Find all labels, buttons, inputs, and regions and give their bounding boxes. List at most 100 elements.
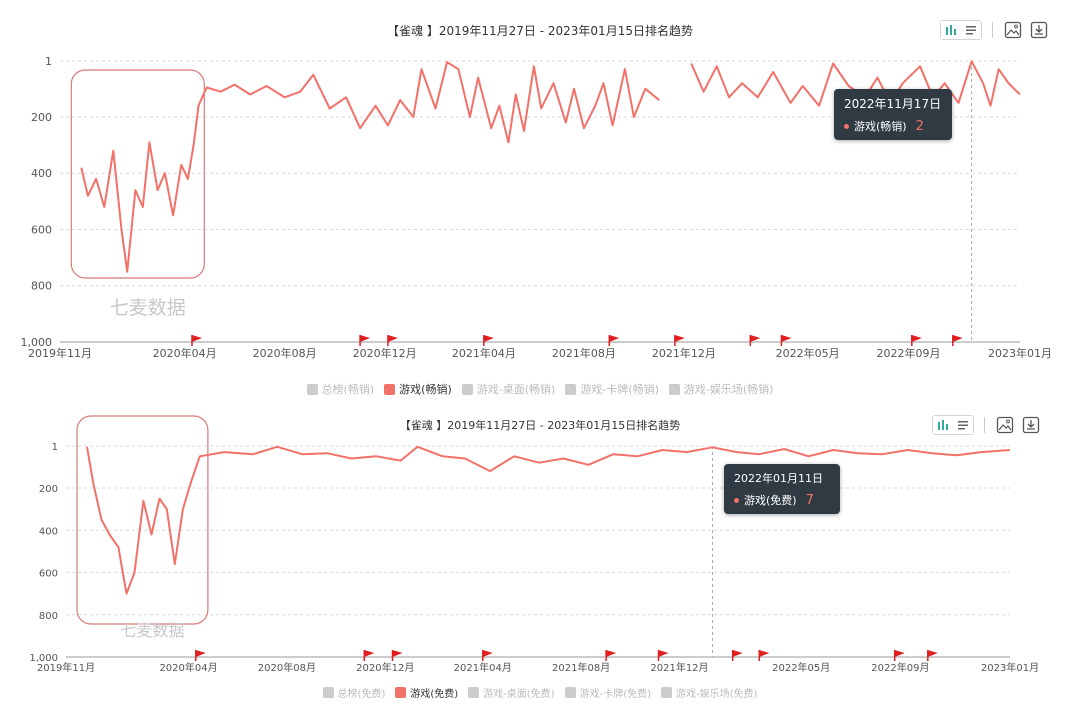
legend-item[interactable]: 总榜(免费) xyxy=(322,685,386,700)
chart-toolbar xyxy=(940,20,1049,40)
x-tick-label: 2022年09月 xyxy=(877,346,941,360)
legend-label: 游戏-桌面(免费) xyxy=(483,689,555,700)
legend-item[interactable]: 游戏-卡牌(畅销) xyxy=(565,381,659,397)
x-tick-label: 2020年12月 xyxy=(356,661,414,674)
y-tick-label: 400 xyxy=(31,167,52,180)
legend-swatch xyxy=(461,383,473,395)
chart-tooltip: 2022年01月11日 游戏(免费) 7 xyxy=(724,464,840,514)
legend-item[interactable]: 游戏-娱乐场(畅销) xyxy=(668,381,774,397)
y-tick-label: 600 xyxy=(31,223,52,236)
legend-item[interactable]: 游戏-卡牌(免费) xyxy=(564,685,652,700)
watermark: 七麦数据 xyxy=(110,297,186,319)
y-tick-label: 800 xyxy=(39,611,58,622)
legend-swatch xyxy=(395,687,407,698)
chart-legend: 总榜(免费) 游戏(免费) 游戏-桌面(免费) 游戏-卡牌(免费) 游戏-娱乐场(免费) xyxy=(0,685,1080,700)
list-icon[interactable] xyxy=(961,21,981,39)
tooltip-value: 2 xyxy=(915,118,924,134)
legend-label: 总榜(畅销) xyxy=(321,383,375,396)
flag-marker-icon xyxy=(387,335,398,346)
flag-marker-icon xyxy=(749,335,761,346)
legend-swatch xyxy=(468,687,480,698)
y-tick-label: 200 xyxy=(39,484,58,495)
flag-marker-icon xyxy=(893,650,905,661)
legend-label: 游戏(畅销) xyxy=(399,383,452,396)
legend-label: 游戏-桌面(畅销) xyxy=(476,383,556,396)
image-icon[interactable] xyxy=(1003,21,1023,39)
y-tick-label: 1 xyxy=(52,442,58,453)
x-tick-label: 2023年01月 xyxy=(981,661,1039,674)
chart-panel-free: 【雀魂 】2019年11月27日 - 2023年01月15日排名趋势 1 200 4… xyxy=(0,405,1080,706)
series-dot-icon xyxy=(734,497,739,503)
bar-chart-icon[interactable] xyxy=(933,416,953,434)
x-tick-label: 2019年11月 xyxy=(28,346,92,360)
x-tick-label: 2019年11月 xyxy=(37,661,95,674)
x-tick-label: 2020年08月 xyxy=(253,346,317,360)
flag-marker-icon xyxy=(482,650,493,661)
legend-item[interactable]: 游戏(免费) xyxy=(395,685,458,700)
tooltip-value: 7 xyxy=(805,492,814,508)
x-tick-label: 2020年04月 xyxy=(153,346,217,360)
legend-item[interactable]: 游戏-桌面(免费) xyxy=(468,685,555,700)
flag-marker-icon xyxy=(191,335,202,346)
toolbar-divider xyxy=(992,22,993,38)
y-tick-label: 200 xyxy=(31,111,52,124)
flag-marker-icon xyxy=(911,335,922,346)
view-toggle-group xyxy=(940,20,982,40)
download-icon[interactable] xyxy=(1021,416,1041,434)
y-tick-label: 800 xyxy=(31,280,52,293)
x-tick-label: 2020年12月 xyxy=(353,346,417,360)
flag-marker-icon xyxy=(359,335,371,346)
bar-chart-icon[interactable] xyxy=(941,21,961,39)
list-icon[interactable] xyxy=(953,416,973,434)
tooltip-series-label: 游戏(畅销) xyxy=(854,120,907,133)
legend-swatch xyxy=(306,383,318,395)
legend-swatch xyxy=(661,687,673,698)
series-line xyxy=(80,60,1021,273)
y-tick-label: 1,000 xyxy=(21,336,53,349)
flag-marker-icon xyxy=(195,650,206,661)
download-icon[interactable] xyxy=(1029,21,1049,39)
legend-label: 游戏-娱乐场(畅销) xyxy=(683,383,774,396)
flag-marker-icon xyxy=(605,650,617,661)
legend-label: 总榜(免费) xyxy=(337,689,386,700)
flag-marker-icon xyxy=(758,650,770,661)
legend-label: 游戏-娱乐场(免费) xyxy=(676,689,758,700)
tooltip-row: 游戏(免费) 7 xyxy=(734,492,830,508)
tooltip-row: 游戏(畅销) 2 xyxy=(844,118,942,134)
chart-legend: 总榜(畅销) 游戏(畅销) 游戏-桌面(畅销) 游戏-卡牌(畅销) 游戏-娱乐场(畅销) xyxy=(0,381,1080,397)
x-tick-label: 2020年08月 xyxy=(258,661,316,674)
y-tick-label: 600 xyxy=(39,569,58,580)
legend-item[interactable]: 总榜(畅销) xyxy=(306,381,375,397)
legend-label: 游戏-卡牌(免费) xyxy=(579,689,652,700)
series-line xyxy=(86,445,1011,595)
y-tick-label: 1,000 xyxy=(29,653,58,664)
legend-swatch xyxy=(384,383,396,395)
x-tick-label: 2022年05月 xyxy=(772,661,830,674)
legend-item[interactable]: 游戏-桌面(畅销) xyxy=(461,381,556,397)
view-toggle-group xyxy=(932,415,974,435)
x-tick-label: 2021年12月 xyxy=(650,661,708,674)
chart-title: 【雀魂 】2019年11月27日 - 2023年01月15日排名趋势 xyxy=(387,24,693,38)
highlight-box xyxy=(70,69,205,279)
legend-item[interactable]: 游戏-娱乐场(免费) xyxy=(661,685,757,700)
y-tick-label: 1 xyxy=(45,55,52,68)
toolbar-divider xyxy=(984,417,985,433)
legend-swatch xyxy=(668,383,680,395)
legend-item[interactable]: 游戏(畅销) xyxy=(384,381,452,397)
y-tick-label: 400 xyxy=(39,526,58,537)
flag-marker-icon xyxy=(780,335,792,346)
flag-marker-icon xyxy=(391,650,403,661)
x-tick-label: 2021年12月 xyxy=(652,346,716,360)
x-tick-label: 2021年04月 xyxy=(452,346,516,360)
x-tick-label: 2020年04月 xyxy=(159,661,217,674)
flag-marker-icon xyxy=(483,335,494,346)
legend-swatch xyxy=(322,687,334,698)
chart-panel-grossing: 【雀魂 】2019年11月27日 - 2023年01月15日排名趋势 1 200 4… xyxy=(0,20,1080,397)
flag-marker-icon xyxy=(927,650,938,661)
flag-marker-icon xyxy=(657,650,669,661)
image-icon[interactable] xyxy=(995,416,1015,434)
legend-swatch xyxy=(564,687,576,698)
tooltip-date: 2022年01月11日 xyxy=(734,472,823,485)
